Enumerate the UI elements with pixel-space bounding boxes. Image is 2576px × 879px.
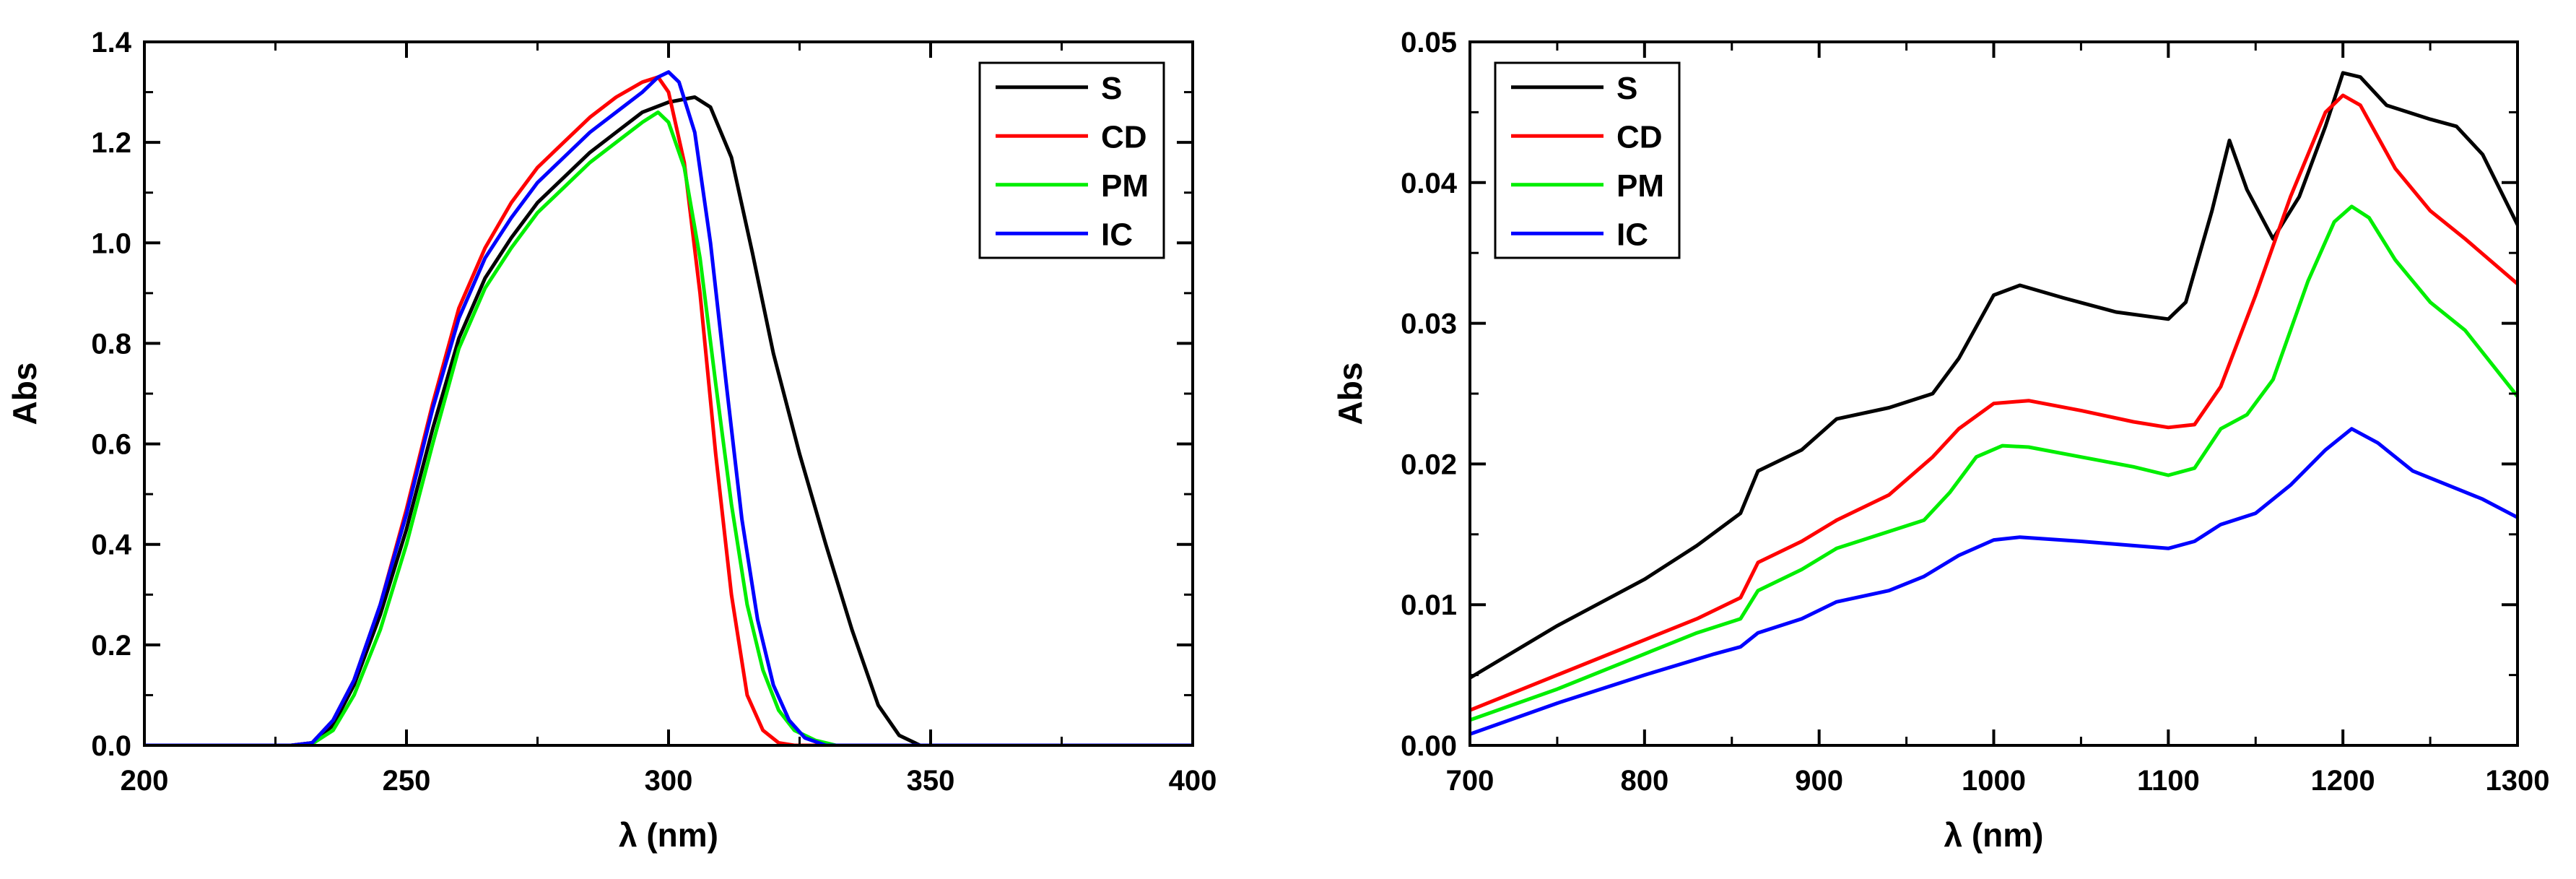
x-tick-label: 700 [1446,765,1494,797]
y-tick-label: 0.00 [1401,730,1457,762]
y-tick-label: 0.2 [91,630,131,662]
legend-label-ic: IC [1101,217,1133,252]
y-axis-title: Abs [1331,363,1369,425]
y-tick-label: 1.2 [91,127,131,159]
y-tick-label: 0.4 [91,529,131,561]
legend-box [978,61,1165,259]
x-tick-label: 300 [645,765,693,797]
legend-label-s: S [1616,71,1637,106]
chart-panel-2: 700 800 900 1000 1100 1200 1300 0.00 0.01 0.02 0.0… [1331,27,2549,854]
y-tick-label: 1.4 [91,27,131,59]
y-axis-title: Abs [6,363,43,425]
y-tick-label: 0.6 [91,429,131,461]
series-line-s [1470,71,2518,680]
legend: S CD PM IC [978,61,1165,259]
legend-label-cd: CD [1616,119,1663,155]
x-tick-label: 1100 [2137,765,2200,797]
y-tick-label: 0.04 [1401,168,1458,199]
y-tick-label: 0.05 [1401,27,1457,59]
series-line-pm [1470,204,2518,722]
series-line-s [144,95,1193,745]
chart-panel-1: 200 250 300 350 400 0.0 0.2 0.4 0.6 0.8 1.0 1.2 1.4 λ… [6,27,1217,854]
legend: S CD PM IC [1494,61,1681,259]
legend-label-pm: PM [1101,168,1149,204]
x-tick-label: 900 [1795,765,1843,797]
legend-label-cd: CD [1101,119,1147,155]
x-axis-title: λ (nm) [619,816,718,854]
x-tick-label: 800 [1620,765,1668,797]
series-line-ic [144,70,1193,745]
x-tick-label: 1000 [1962,765,2026,797]
series-line-cd [1470,93,2518,712]
legend-box [1494,61,1681,259]
x-tick-label: 350 [907,765,955,797]
legend-label-ic: IC [1616,217,1648,252]
x-tick-label: 200 [121,765,169,797]
y-tick-label: 1.0 [91,228,131,259]
series-line-ic [1470,427,2518,736]
y-tick-label: 0.8 [91,328,131,360]
y-tick-label: 0.0 [91,730,131,762]
legend-label-s: S [1101,71,1122,106]
x-tick-label: 250 [383,765,431,797]
x-tick-label: 400 [1169,765,1217,797]
x-tick-label: 1200 [2311,765,2375,797]
series-line-pm [144,110,1193,745]
y-tick-label: 0.02 [1401,449,1457,480]
y-tick-label: 0.03 [1401,308,1457,340]
x-axis-title: λ (nm) [1944,816,2044,854]
x-tick-label: 1300 [2486,765,2550,797]
legend-label-pm: PM [1616,168,1664,204]
y-tick-label: 0.01 [1401,589,1457,621]
